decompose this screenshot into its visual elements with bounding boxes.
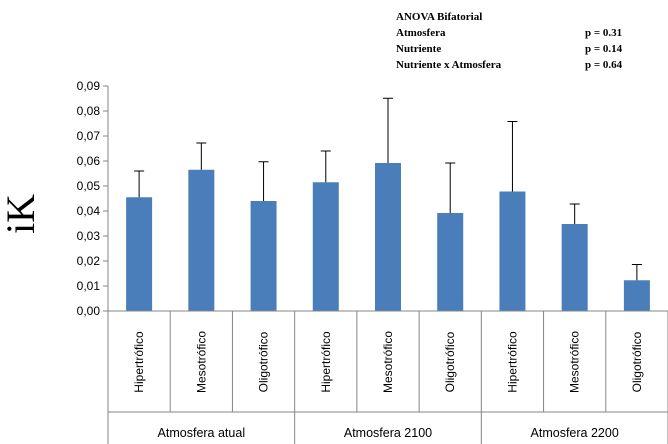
y-tick-label: 0,01 — [77, 279, 101, 293]
category-label: Hipertrófico — [319, 331, 333, 393]
anova-title: ANOVA Bifatorial — [396, 11, 482, 23]
anova-row-label-atmosfera: Atmosfera — [396, 27, 446, 39]
category-label: Hipertrófico — [505, 331, 519, 393]
category-label: Oligotrófico — [630, 331, 644, 392]
y-axis-ticks: 0,00 0,01 0,02 0,03 0,04 0,05 0,06 0,07 0,08 0,09 — [77, 79, 108, 318]
bar — [126, 197, 153, 311]
y-tick-label: 0,09 — [77, 79, 101, 93]
y-tick-label: 0,03 — [77, 229, 101, 243]
bar — [623, 280, 650, 311]
y-axis-label: iK — [0, 194, 43, 234]
category-label: Oligotrófico — [443, 331, 457, 392]
y-tick-label: 0,08 — [77, 104, 101, 118]
bar — [250, 201, 277, 311]
anova-row-label-interaction: Nutriente x Atmosfera — [396, 59, 502, 71]
y-tick-label: 0,05 — [77, 179, 101, 193]
error-bars — [134, 97, 642, 281]
y-tick-label: 0,06 — [77, 154, 101, 168]
bar — [437, 213, 464, 311]
anova-row-p-atmosfera: p = 0.31 — [585, 27, 622, 39]
category-label: Mesotrófico — [381, 331, 395, 393]
anova-row-p-nutriente: p = 0.14 — [585, 43, 623, 55]
anova-row-p-interaction: p = 0.64 — [585, 59, 623, 71]
category-label: Hipertrófico — [132, 331, 146, 393]
anova-row-label-nutriente: Nutriente — [396, 43, 441, 55]
bar — [561, 224, 588, 311]
category-label: Mesotrófico — [568, 331, 582, 393]
group-labels: Atmosfera atual Atmosfera 2100 Atmosfera 2… — [158, 426, 619, 440]
axes — [107, 86, 668, 444]
y-tick-label: 0,04 — [77, 204, 101, 218]
y-tick-label: 0,00 — [77, 304, 101, 318]
y-tick-label: 0,02 — [77, 254, 101, 268]
category-labels: Hipertrófico Mesotrófico Oligotrófico Hiper… — [132, 331, 644, 393]
anova-annotation: ANOVA Bifatorial Atmosfera p = 0.31 Nutr… — [396, 11, 623, 71]
y-tick-label: 0,07 — [77, 129, 101, 143]
group-label: Atmosfera 2100 — [344, 426, 432, 440]
category-label: Mesotrófico — [194, 331, 208, 393]
group-label: Atmosfera 2200 — [531, 426, 619, 440]
bar — [375, 163, 401, 311]
bar — [188, 169, 215, 311]
bars — [126, 163, 650, 311]
group-label: Atmosfera atual — [158, 426, 246, 440]
bar — [499, 191, 526, 311]
bar — [312, 182, 339, 311]
category-label: Oligotrófico — [257, 331, 271, 392]
